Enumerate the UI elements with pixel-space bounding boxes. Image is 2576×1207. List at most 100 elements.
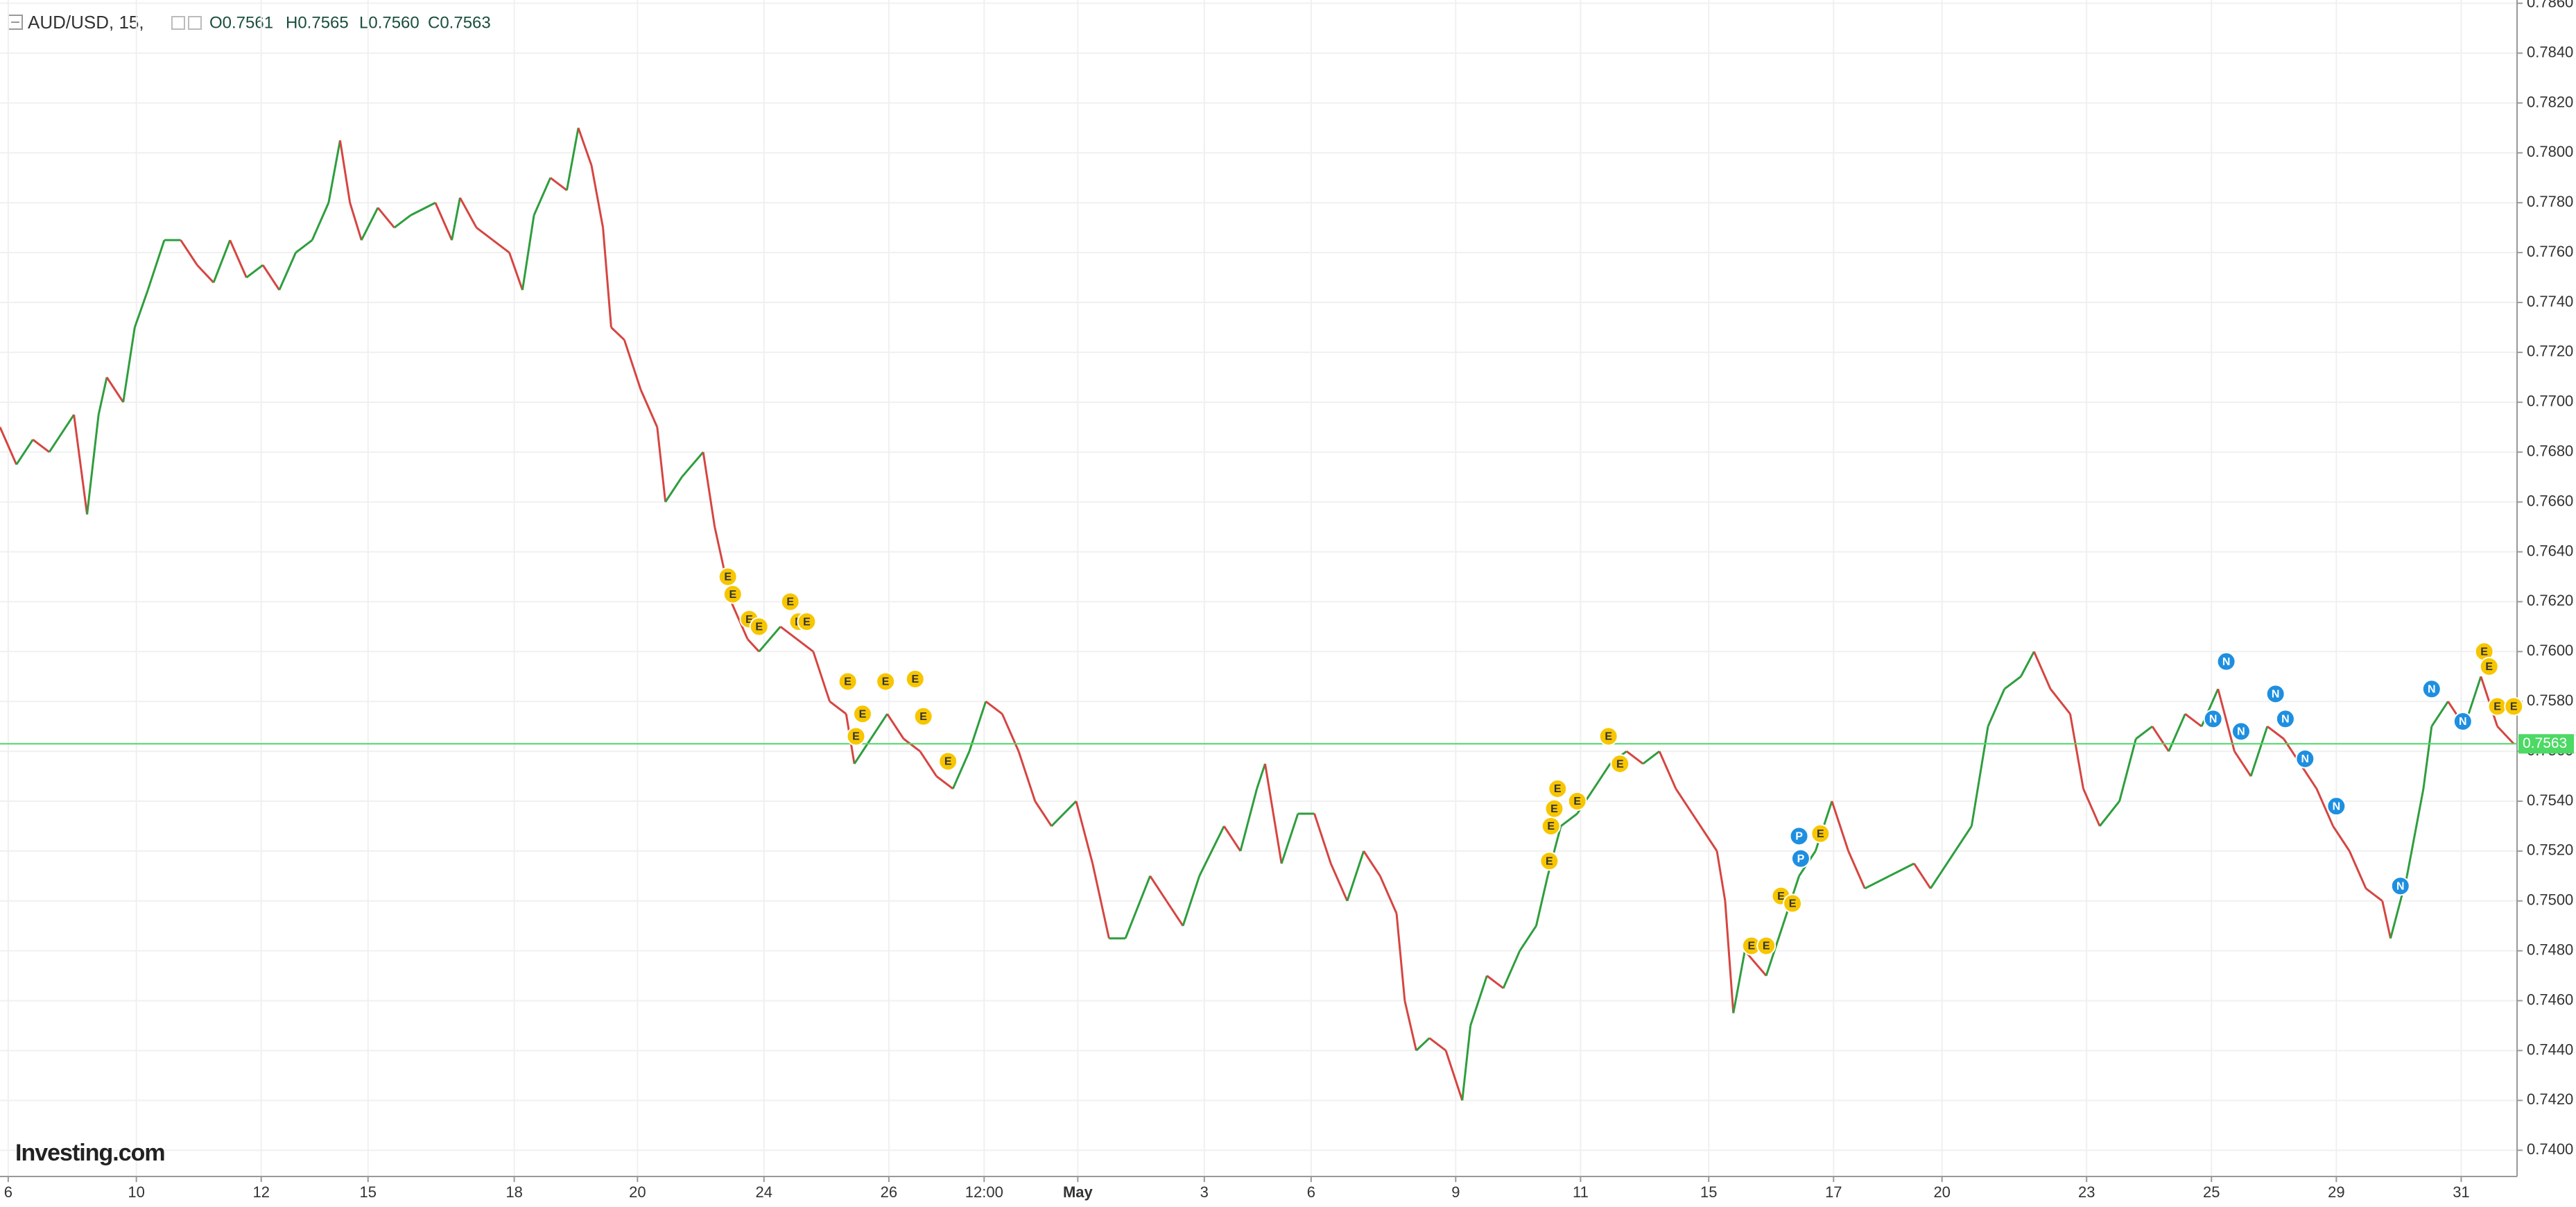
- event-label: E: [1789, 898, 1797, 910]
- price-segment: [2151, 726, 2170, 752]
- y-tick-label: 0.7600: [2527, 642, 2573, 659]
- event-label: E: [1605, 731, 1612, 743]
- price-segment: [212, 239, 232, 283]
- price-segment: [2135, 725, 2153, 740]
- price-segment: [1001, 713, 1020, 752]
- price-segment: [105, 377, 124, 403]
- price-segment: [311, 202, 330, 241]
- price-segment: [730, 601, 749, 640]
- price-segment: [2365, 887, 2383, 902]
- event-label: P: [1795, 831, 1803, 843]
- price-segment: [1715, 850, 1727, 902]
- price-segment: [656, 427, 667, 502]
- event-label: E: [786, 597, 794, 608]
- event-marker: [2231, 721, 2251, 742]
- price-segment: [1124, 875, 1152, 939]
- price-segment: [812, 651, 831, 702]
- price-segment: [1913, 863, 1932, 889]
- x-tick-label: 24: [756, 1183, 772, 1201]
- event-label: N: [2301, 753, 2310, 765]
- price-segment: [1847, 850, 1866, 889]
- price-segment: [1051, 800, 1078, 827]
- y-tick-label: 0.7520: [2527, 841, 2573, 859]
- price-segment: [1075, 801, 1094, 864]
- x-tick-label: 3: [1200, 1183, 1209, 1201]
- event-label: E: [755, 622, 763, 633]
- x-tick-label: 9: [1451, 1183, 1460, 1201]
- price-segment: [1166, 900, 1184, 927]
- open: O0.7561: [209, 13, 273, 32]
- price-segment: [1461, 1025, 1472, 1101]
- price-segment: [393, 214, 412, 229]
- price-segment: [2405, 788, 2425, 877]
- event-label: N: [2428, 683, 2436, 695]
- price-segment: [1034, 801, 1053, 827]
- event-marker: [2203, 709, 2223, 729]
- last-price-box: [2518, 734, 2574, 754]
- y-tick-label: 0.7640: [2527, 542, 2573, 559]
- price-segment: [758, 626, 781, 653]
- price-segment: [349, 202, 363, 241]
- event-label: N: [2209, 714, 2218, 726]
- price-segment: [1222, 825, 1242, 852]
- price-segment: [610, 326, 625, 341]
- price-segment: [1198, 825, 1225, 877]
- price-segment: [2249, 726, 2269, 777]
- price-segment: [590, 165, 605, 228]
- price-segment: [829, 701, 847, 715]
- price-segment: [1732, 950, 1746, 1013]
- price-segment: [1329, 863, 1349, 902]
- price-segment: [2332, 825, 2351, 852]
- x-tick-label: 12:00: [965, 1183, 1003, 1201]
- event-marker: [2479, 656, 2499, 676]
- event-marker: [797, 612, 817, 632]
- price-segment: [1642, 750, 1661, 765]
- price-segment: [549, 177, 568, 191]
- event-marker: [723, 584, 743, 604]
- event-label: N: [2272, 689, 2280, 701]
- price-segment: [1149, 875, 1168, 902]
- event-marker: [905, 669, 925, 689]
- price-segment: [278, 252, 297, 291]
- y-tick-label: 0.7860: [2527, 0, 2573, 10]
- price-segment: [338, 140, 352, 203]
- price-segment: [48, 413, 75, 453]
- icon[interactable]: [188, 16, 202, 30]
- event-marker: [1539, 851, 1559, 871]
- event-label: E: [729, 589, 736, 601]
- y-tick-label: 0.7440: [2527, 1041, 2573, 1058]
- price-segment: [2069, 713, 2084, 789]
- event-label: E: [1616, 758, 1624, 770]
- event-marker: [852, 704, 872, 724]
- price-segment: [73, 414, 89, 515]
- event-label: E: [1554, 783, 1562, 795]
- price-segment: [229, 239, 248, 278]
- price-segment: [2266, 725, 2285, 740]
- event-label: E: [745, 614, 753, 626]
- price-segment: [15, 438, 34, 465]
- x-tick-label: 29: [2328, 1183, 2344, 1201]
- event-marker: [846, 726, 866, 746]
- price-segment: [459, 197, 478, 228]
- y-tick-label: 0.7420: [2527, 1090, 2573, 1108]
- price-segment: [1486, 975, 1504, 989]
- icon[interactable]: [171, 16, 185, 30]
- event-marker: [2390, 876, 2410, 896]
- price-segment: [133, 289, 149, 328]
- event-label: E: [1763, 941, 1770, 952]
- event-marker: [1790, 848, 1810, 868]
- event-label: E: [1550, 803, 1558, 815]
- event-label: E: [803, 616, 811, 628]
- price-segment: [985, 701, 1003, 715]
- event-marker: [2326, 796, 2346, 816]
- price-segment: [1263, 763, 1283, 864]
- y-tick-label: 0.7800: [2527, 143, 2573, 160]
- event-label: N: [2281, 714, 2290, 726]
- event-marker: [876, 671, 896, 692]
- price-segment: [1395, 913, 1406, 1001]
- price-segment: [1444, 1050, 1464, 1101]
- y-tick-label: 0.7660: [2527, 492, 2573, 509]
